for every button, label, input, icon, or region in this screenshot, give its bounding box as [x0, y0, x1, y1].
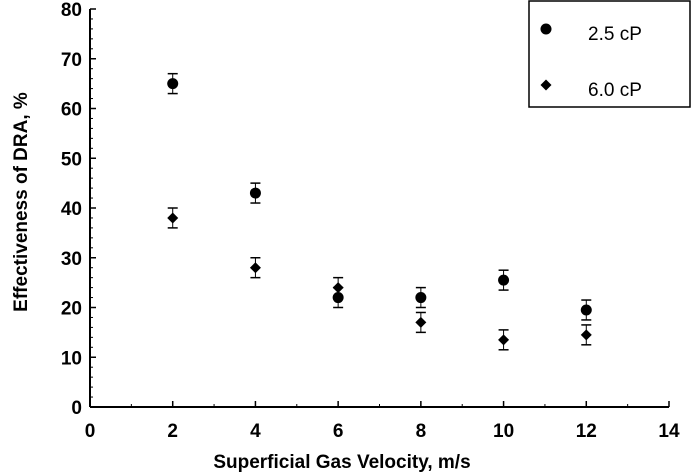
x-tick-label: 2	[167, 421, 178, 442]
x-tick-label: 10	[493, 421, 514, 442]
data-marks	[167, 72, 592, 351]
y-axis-title: Effectiveness of DRA, %	[11, 92, 32, 312]
data-point	[415, 316, 427, 328]
y-tick-label: 30	[61, 249, 82, 270]
data-point	[167, 212, 179, 224]
data-point	[498, 274, 510, 286]
y-tick-label: 20	[61, 299, 82, 320]
y-tick-label: 50	[61, 149, 82, 170]
legend-marker-6-0-cp	[540, 79, 552, 91]
data-point	[580, 329, 592, 341]
data-point	[249, 187, 261, 199]
y-tick-label: 70	[61, 50, 82, 71]
x-tick-label: 0	[85, 421, 96, 442]
data-point	[580, 304, 592, 316]
y-tick-label: 40	[61, 199, 82, 220]
legend-marker	[540, 79, 552, 91]
legend-label-6-0-cp: 6.0 cP	[588, 80, 642, 101]
series-6-0-cp	[167, 207, 592, 351]
y-tick-label: 0	[71, 398, 82, 419]
y-axis-ticks: 0 10 20 30 40 50 60 70 80	[61, 0, 96, 419]
x-tick-label: 14	[658, 421, 680, 442]
y-tick-label: 60	[61, 100, 82, 121]
y-tick-label: 10	[61, 348, 82, 369]
x-tick-label: 4	[250, 421, 261, 442]
x-axis-title: Superficial Gas Velocity, m/s	[213, 452, 470, 473]
data-point	[415, 292, 427, 304]
data-point	[249, 262, 261, 274]
series-2-5-cp	[167, 72, 592, 321]
data-point	[332, 282, 344, 294]
legend-marker-2-5-cp	[540, 23, 552, 35]
x-tick-label: 12	[576, 421, 597, 442]
legend-label-2-5-cp: 2.5 cP	[588, 24, 642, 45]
legend-box	[528, 0, 691, 108]
data-point	[167, 78, 179, 90]
legend-marker	[540, 23, 552, 35]
x-tick-label: 8	[416, 421, 427, 442]
x-tick-label: 6	[333, 421, 344, 442]
y-tick-label: 80	[61, 0, 82, 21]
data-point	[498, 334, 510, 346]
legend: 2.5 cP 6.0 cP	[528, 0, 691, 108]
x-axis-ticks: 0 2 4 6 8 10 12 14	[85, 401, 680, 442]
